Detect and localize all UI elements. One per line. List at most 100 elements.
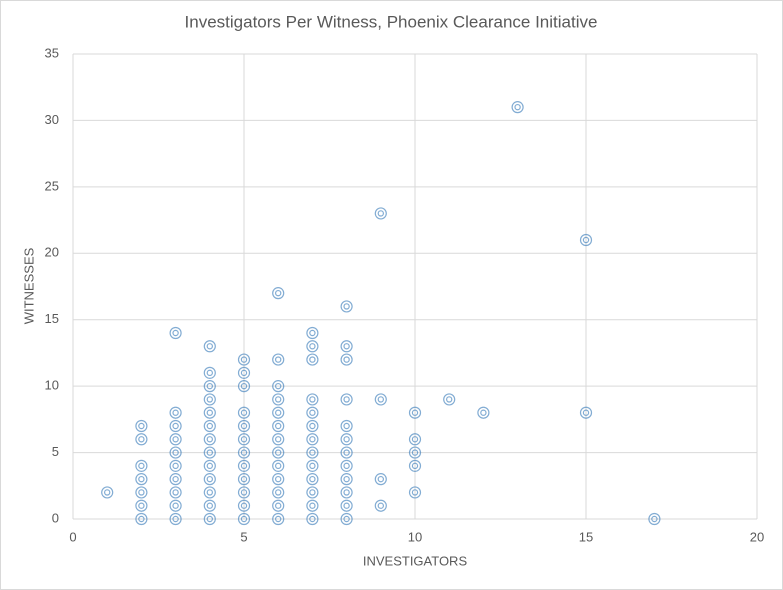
point-outer [340,353,353,366]
point-inner [240,409,248,416]
point [237,486,251,499]
point-inner [343,436,350,443]
point-outer [203,340,216,353]
point [272,499,285,512]
point-inner [343,502,350,509]
point-outer [511,101,524,114]
point-inner [275,515,282,523]
point-inner [240,475,248,483]
point-inner [343,475,350,483]
point-outer [408,406,422,419]
point-outer [408,459,422,472]
point-inner [138,422,145,430]
point-outer [340,512,353,526]
point-inner [275,449,282,456]
point [203,486,216,499]
point-inner [206,436,213,443]
point [169,499,182,512]
point-outer [169,446,182,459]
point [374,473,387,486]
point-inner [377,396,384,403]
point [340,446,353,459]
y-tick-label: 15 [45,311,59,326]
point-inner [275,396,282,403]
point [237,353,251,366]
point-inner [275,356,282,363]
point-inner [275,489,282,496]
point [135,473,148,486]
point-outer [408,486,422,499]
point-outer [135,512,148,526]
point-inner [651,515,658,523]
point-outer [169,459,182,472]
point [203,499,216,512]
point [306,446,319,459]
point [272,353,285,366]
point-outer [203,433,216,446]
point [408,446,422,459]
point-outer [203,393,216,406]
point-inner [411,409,419,416]
x-tick-label: 20 [750,529,764,544]
point [272,393,285,406]
point-outer [203,499,216,512]
point-outer [306,326,319,340]
point [169,406,182,419]
point-outer [135,433,148,446]
point-outer [135,486,148,499]
point [374,393,387,406]
point-outer [169,419,182,433]
point-inner [206,475,213,483]
point [237,380,251,393]
point-outer [272,353,285,366]
x-axis-label: INVESTIGATORS [363,553,468,568]
point [306,419,319,433]
point [203,380,216,393]
point-outer [169,406,182,419]
point-outer [374,393,387,406]
point-outer [237,366,251,379]
point-inner [275,502,282,509]
point-outer [203,459,216,472]
y-tick-label: 20 [45,245,59,260]
point-outer [237,380,251,393]
point-inner [138,475,145,483]
point-outer [306,419,319,433]
point-outer [135,459,148,472]
point [306,393,319,406]
point [340,459,353,472]
point-outer [340,486,353,499]
point-outer [340,433,353,446]
point-inner [309,489,316,496]
point-inner [343,449,350,456]
point-outer [169,433,182,446]
point [135,486,148,499]
chart-title: Investigators Per Witness, Phoenix Clear… [185,12,598,31]
x-tick-label: 15 [579,529,593,544]
point-inner [377,502,384,509]
point-inner [172,329,179,337]
point [203,459,216,472]
point [272,446,285,459]
y-tick-label: 5 [52,444,59,459]
point [511,101,524,114]
point-inner [240,449,248,456]
point-inner [411,436,419,443]
point-inner [343,462,350,470]
point [306,406,319,419]
point-inner [240,382,248,390]
point-outer [272,473,285,486]
grid [72,53,758,520]
point-outer [203,486,216,499]
point-outer [237,433,251,446]
point-outer [237,419,251,433]
point-inner [309,502,316,509]
point-outer [340,499,353,512]
point-inner [343,489,350,496]
point-inner [172,422,179,430]
point-outer [237,446,251,459]
point-outer [408,433,422,446]
point-inner [309,329,316,337]
point [340,433,353,446]
point [340,486,353,499]
